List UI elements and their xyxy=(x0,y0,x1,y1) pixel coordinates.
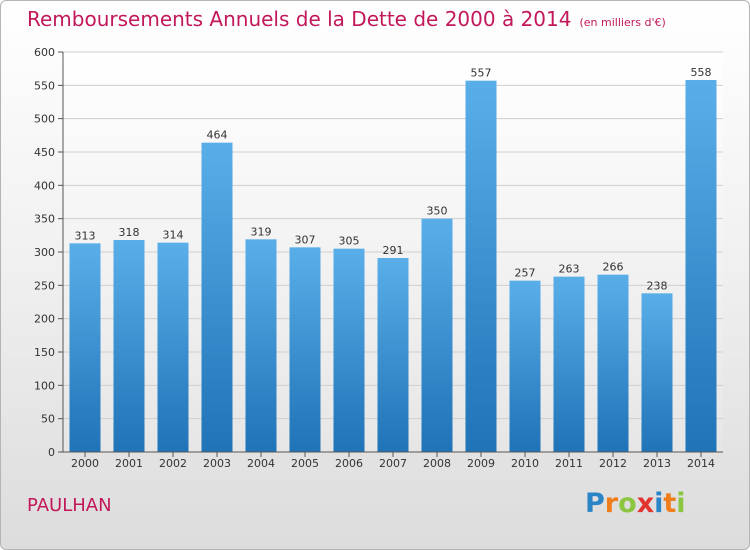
x-tick-label: 2003 xyxy=(203,457,231,470)
x-tick-label: 2009 xyxy=(467,457,495,470)
bar-value-label: 266 xyxy=(603,261,624,274)
bar xyxy=(157,242,189,452)
bar-value-label: 305 xyxy=(339,235,360,248)
bar-value-label: 257 xyxy=(515,267,536,280)
x-tick-label: 2005 xyxy=(291,457,319,470)
bar-value-label: 318 xyxy=(119,226,140,239)
bar-value-label: 319 xyxy=(251,225,272,238)
logo-letter: o xyxy=(618,488,637,519)
y-tick-label: 600 xyxy=(34,46,55,59)
logo-letter: t xyxy=(663,488,677,519)
x-tick-label: 2002 xyxy=(159,457,187,470)
y-tick-label: 250 xyxy=(34,279,55,292)
chart-unit: (en milliers d'€) xyxy=(579,16,666,29)
chart-title: Remboursements Annuels de la Dette de 20… xyxy=(27,7,666,31)
bar-value-label: 464 xyxy=(207,129,228,142)
bar-value-label: 291 xyxy=(383,244,404,257)
x-tick-label: 2013 xyxy=(643,457,671,470)
proxiti-logo: Proxiti xyxy=(585,488,686,519)
x-tick-label: 2006 xyxy=(335,457,363,470)
x-tick-label: 2000 xyxy=(71,457,99,470)
bar-value-label: 558 xyxy=(691,66,712,79)
bar xyxy=(685,80,717,452)
bar xyxy=(553,276,585,452)
x-tick-label: 2008 xyxy=(423,457,451,470)
y-tick-label: 350 xyxy=(34,213,55,226)
bar xyxy=(69,243,101,452)
bar-value-label: 238 xyxy=(647,279,668,292)
y-tick-label: 400 xyxy=(34,179,55,192)
y-tick-label: 200 xyxy=(34,313,55,326)
y-tick-label: 500 xyxy=(34,113,55,126)
bar xyxy=(245,239,277,452)
x-tick-label: 2011 xyxy=(555,457,583,470)
y-tick-label: 300 xyxy=(34,246,55,259)
chart-title-text: Remboursements Annuels de la Dette de 20… xyxy=(27,7,572,31)
bar-value-label: 307 xyxy=(295,233,316,246)
bar-value-label: 313 xyxy=(75,229,96,242)
x-tick-label: 2010 xyxy=(511,457,539,470)
bar xyxy=(201,142,233,452)
y-tick-label: 100 xyxy=(34,379,55,392)
logo-letter: r xyxy=(604,488,619,519)
logo-letter: x xyxy=(636,488,655,519)
y-tick-label: 50 xyxy=(41,413,55,426)
x-tick-label: 2001 xyxy=(115,457,143,470)
bar xyxy=(465,80,497,453)
bar xyxy=(509,280,541,452)
x-tick-label: 2014 xyxy=(687,457,715,470)
x-tick-label: 2007 xyxy=(379,457,407,470)
bar xyxy=(113,240,145,452)
bar-value-label: 314 xyxy=(163,229,184,242)
bar xyxy=(377,258,409,452)
logo-letter: i xyxy=(654,488,664,519)
x-tick-label: 2004 xyxy=(247,457,275,470)
y-tick-label: 0 xyxy=(48,446,55,459)
y-tick-label: 150 xyxy=(34,346,55,359)
bar xyxy=(597,274,629,452)
y-tick-label: 550 xyxy=(34,79,55,92)
bar xyxy=(333,248,365,452)
logo-letter: P xyxy=(585,488,605,519)
x-tick-label: 2012 xyxy=(599,457,627,470)
y-tick-label: 450 xyxy=(34,146,55,159)
bar-value-label: 263 xyxy=(559,263,580,276)
bar xyxy=(641,293,673,452)
city-name: PAULHAN xyxy=(27,495,112,516)
bar xyxy=(421,218,453,452)
bar xyxy=(289,247,321,452)
bar-value-label: 557 xyxy=(471,67,492,80)
bar-value-label: 350 xyxy=(427,205,448,218)
logo-letter: i xyxy=(676,488,686,519)
